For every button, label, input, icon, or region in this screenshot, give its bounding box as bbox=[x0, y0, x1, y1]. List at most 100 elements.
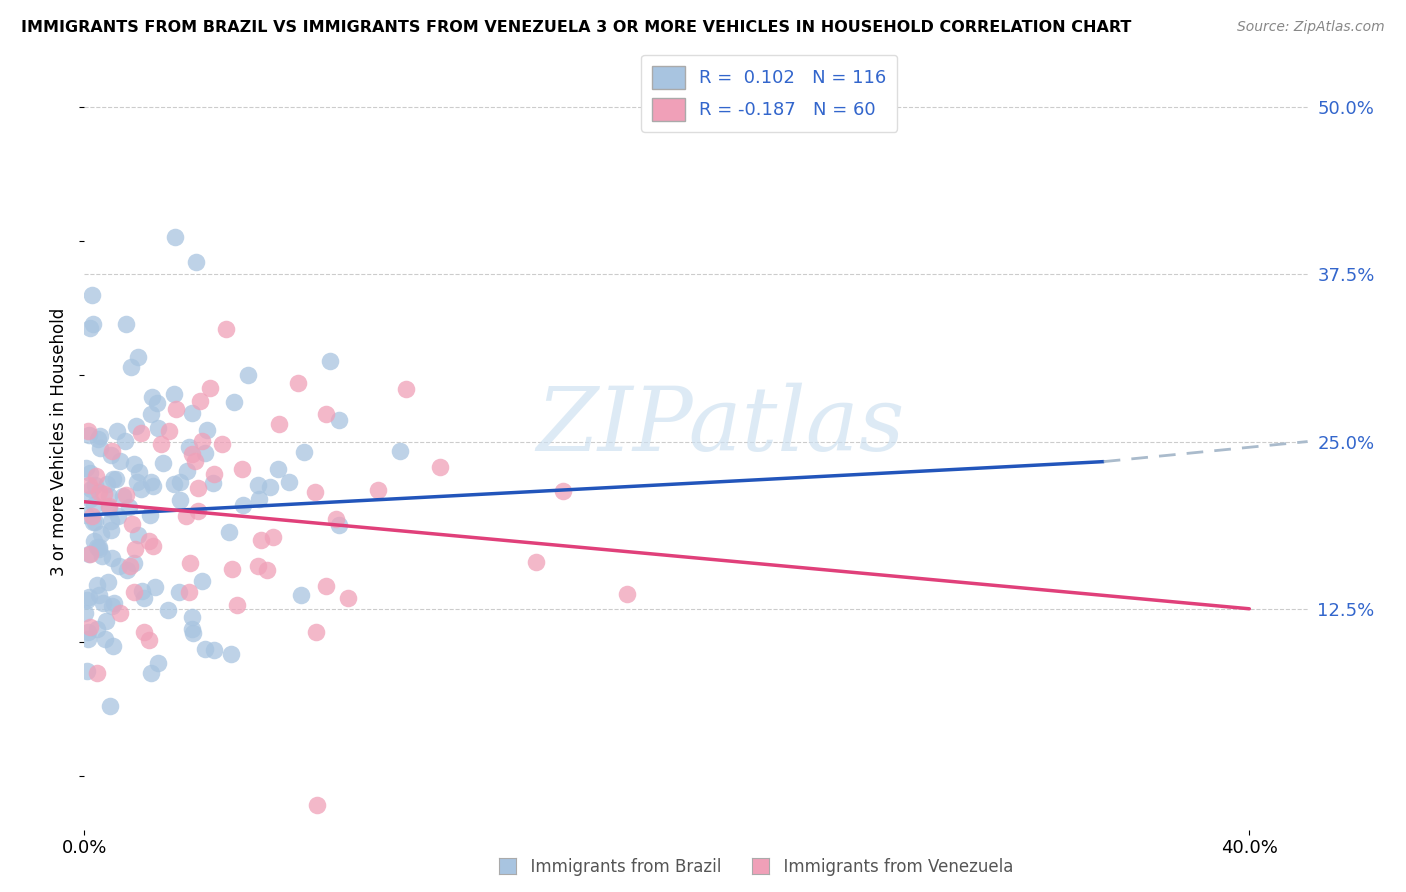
Point bbox=[108, 606, 131, 620]
Point bbox=[101, 444, 124, 458]
Point bbox=[98, 500, 121, 515]
Point bbox=[180, 610, 202, 624]
Point bbox=[100, 523, 122, 537]
Point bbox=[183, 454, 205, 468]
Point bbox=[115, 563, 138, 577]
Point bbox=[190, 394, 212, 409]
Point bbox=[256, 563, 278, 577]
Point bbox=[290, 588, 312, 602]
Point bbox=[134, 624, 156, 639]
Point bbox=[179, 556, 201, 570]
Point bbox=[307, 798, 329, 813]
Point bbox=[87, 541, 110, 556]
Point bbox=[111, 489, 134, 503]
Point bbox=[128, 465, 150, 479]
Point bbox=[125, 419, 148, 434]
Point bbox=[266, 462, 288, 476]
Point bbox=[169, 585, 191, 599]
Point bbox=[141, 390, 163, 404]
Point bbox=[79, 320, 101, 334]
Point bbox=[101, 551, 124, 566]
Point bbox=[87, 432, 110, 446]
Point bbox=[222, 394, 245, 409]
Point bbox=[305, 624, 328, 639]
Text: Immigrants from Brazil: Immigrants from Brazil bbox=[520, 858, 721, 876]
Point bbox=[218, 525, 240, 540]
Point bbox=[105, 472, 128, 486]
Point bbox=[145, 580, 167, 594]
Point bbox=[75, 508, 97, 522]
Point bbox=[131, 482, 153, 496]
Point bbox=[551, 483, 574, 498]
Point bbox=[77, 590, 100, 604]
Point bbox=[90, 526, 112, 541]
Point bbox=[122, 584, 145, 599]
Point bbox=[142, 539, 165, 553]
Point bbox=[231, 461, 253, 475]
Point bbox=[146, 395, 169, 409]
Point bbox=[616, 587, 638, 601]
Point bbox=[120, 359, 142, 374]
Point bbox=[287, 376, 309, 391]
Point bbox=[174, 509, 197, 524]
Point bbox=[193, 445, 215, 459]
Point bbox=[89, 429, 111, 443]
Point bbox=[125, 475, 148, 489]
Point bbox=[226, 598, 249, 612]
Point bbox=[181, 626, 204, 640]
Point bbox=[157, 603, 180, 617]
Point bbox=[138, 508, 160, 523]
Point bbox=[186, 255, 208, 269]
Point bbox=[90, 549, 112, 564]
Point bbox=[388, 444, 411, 458]
Point bbox=[134, 591, 156, 605]
Point bbox=[395, 382, 418, 396]
Point bbox=[114, 317, 136, 331]
Point bbox=[221, 562, 243, 576]
Point bbox=[138, 534, 160, 549]
Point bbox=[89, 540, 111, 554]
Point bbox=[336, 591, 359, 605]
Point bbox=[201, 476, 224, 491]
Point bbox=[319, 354, 342, 368]
Point bbox=[100, 515, 122, 529]
Point bbox=[76, 664, 98, 678]
Point bbox=[114, 434, 136, 449]
Point bbox=[84, 515, 107, 529]
Point bbox=[247, 491, 270, 506]
Point bbox=[79, 548, 101, 562]
Point bbox=[169, 475, 191, 490]
Point bbox=[108, 454, 131, 468]
Point bbox=[249, 533, 271, 547]
Point bbox=[259, 480, 281, 494]
Point bbox=[77, 547, 100, 561]
Point bbox=[96, 477, 118, 491]
Point bbox=[177, 585, 200, 599]
Point bbox=[127, 350, 149, 364]
Point bbox=[181, 447, 204, 461]
Point bbox=[98, 489, 121, 503]
Point bbox=[86, 541, 108, 555]
Point bbox=[91, 596, 114, 610]
Point bbox=[246, 477, 269, 491]
Point bbox=[129, 426, 152, 441]
Point bbox=[152, 457, 174, 471]
Point bbox=[367, 483, 389, 497]
Point bbox=[232, 499, 254, 513]
Point bbox=[76, 593, 98, 607]
Point bbox=[77, 425, 100, 439]
Point bbox=[524, 555, 547, 569]
Point bbox=[238, 368, 260, 383]
Point bbox=[97, 575, 120, 590]
Point bbox=[148, 421, 170, 435]
Point bbox=[76, 632, 98, 646]
Point bbox=[328, 413, 350, 427]
Point bbox=[304, 484, 326, 499]
Point bbox=[138, 632, 160, 647]
Point bbox=[79, 620, 101, 634]
Point bbox=[328, 518, 350, 533]
Point bbox=[139, 408, 162, 422]
Point bbox=[325, 512, 347, 526]
Point bbox=[76, 625, 98, 640]
Point bbox=[191, 574, 214, 588]
